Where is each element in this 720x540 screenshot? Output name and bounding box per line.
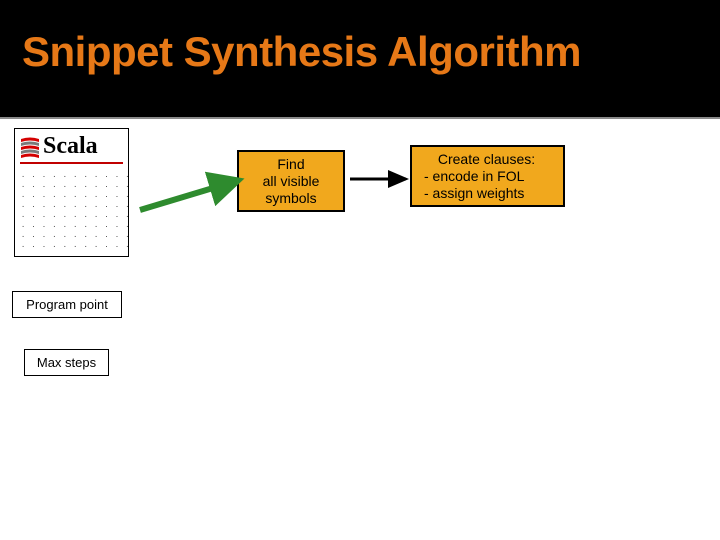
- step-create-line: Create clauses:: [438, 151, 535, 168]
- slide-root: { "title": { "text": "Snippet Synthesis …: [0, 0, 720, 540]
- title-divider: [0, 117, 720, 119]
- step-find-line: symbols: [247, 190, 335, 207]
- code-placeholder: . . . . . . . . . . . . . . . . . . . . …: [15, 166, 128, 256]
- step-find-line: all visible: [247, 173, 335, 190]
- scala-stripes-icon: [20, 135, 40, 159]
- max-steps-label: Max steps: [37, 355, 96, 370]
- program-point-box: Program point: [12, 291, 122, 318]
- scala-wordmark: Scala: [43, 133, 98, 160]
- step-find-symbols: Findall visiblesymbols: [237, 150, 345, 212]
- scala-logo: Scala: [15, 129, 128, 162]
- slide-title: Snippet Synthesis Algorithm: [22, 28, 581, 76]
- step-find-line: Find: [247, 156, 335, 173]
- program-point-label: Program point: [26, 297, 108, 312]
- step-create-line: - assign weights: [424, 185, 524, 202]
- step-create-line: - encode in FOL: [424, 168, 524, 185]
- max-steps-box: Max steps: [24, 349, 109, 376]
- title-bar: Snippet Synthesis Algorithm: [0, 0, 720, 118]
- scala-underline: [20, 162, 123, 164]
- arrow-scala-to-find: [140, 182, 233, 210]
- step-create-clauses: Create clauses:- encode in FOL- assign w…: [410, 145, 565, 207]
- scala-source-block: Scala . . . . . . . . . . . . . . . . . …: [14, 128, 129, 257]
